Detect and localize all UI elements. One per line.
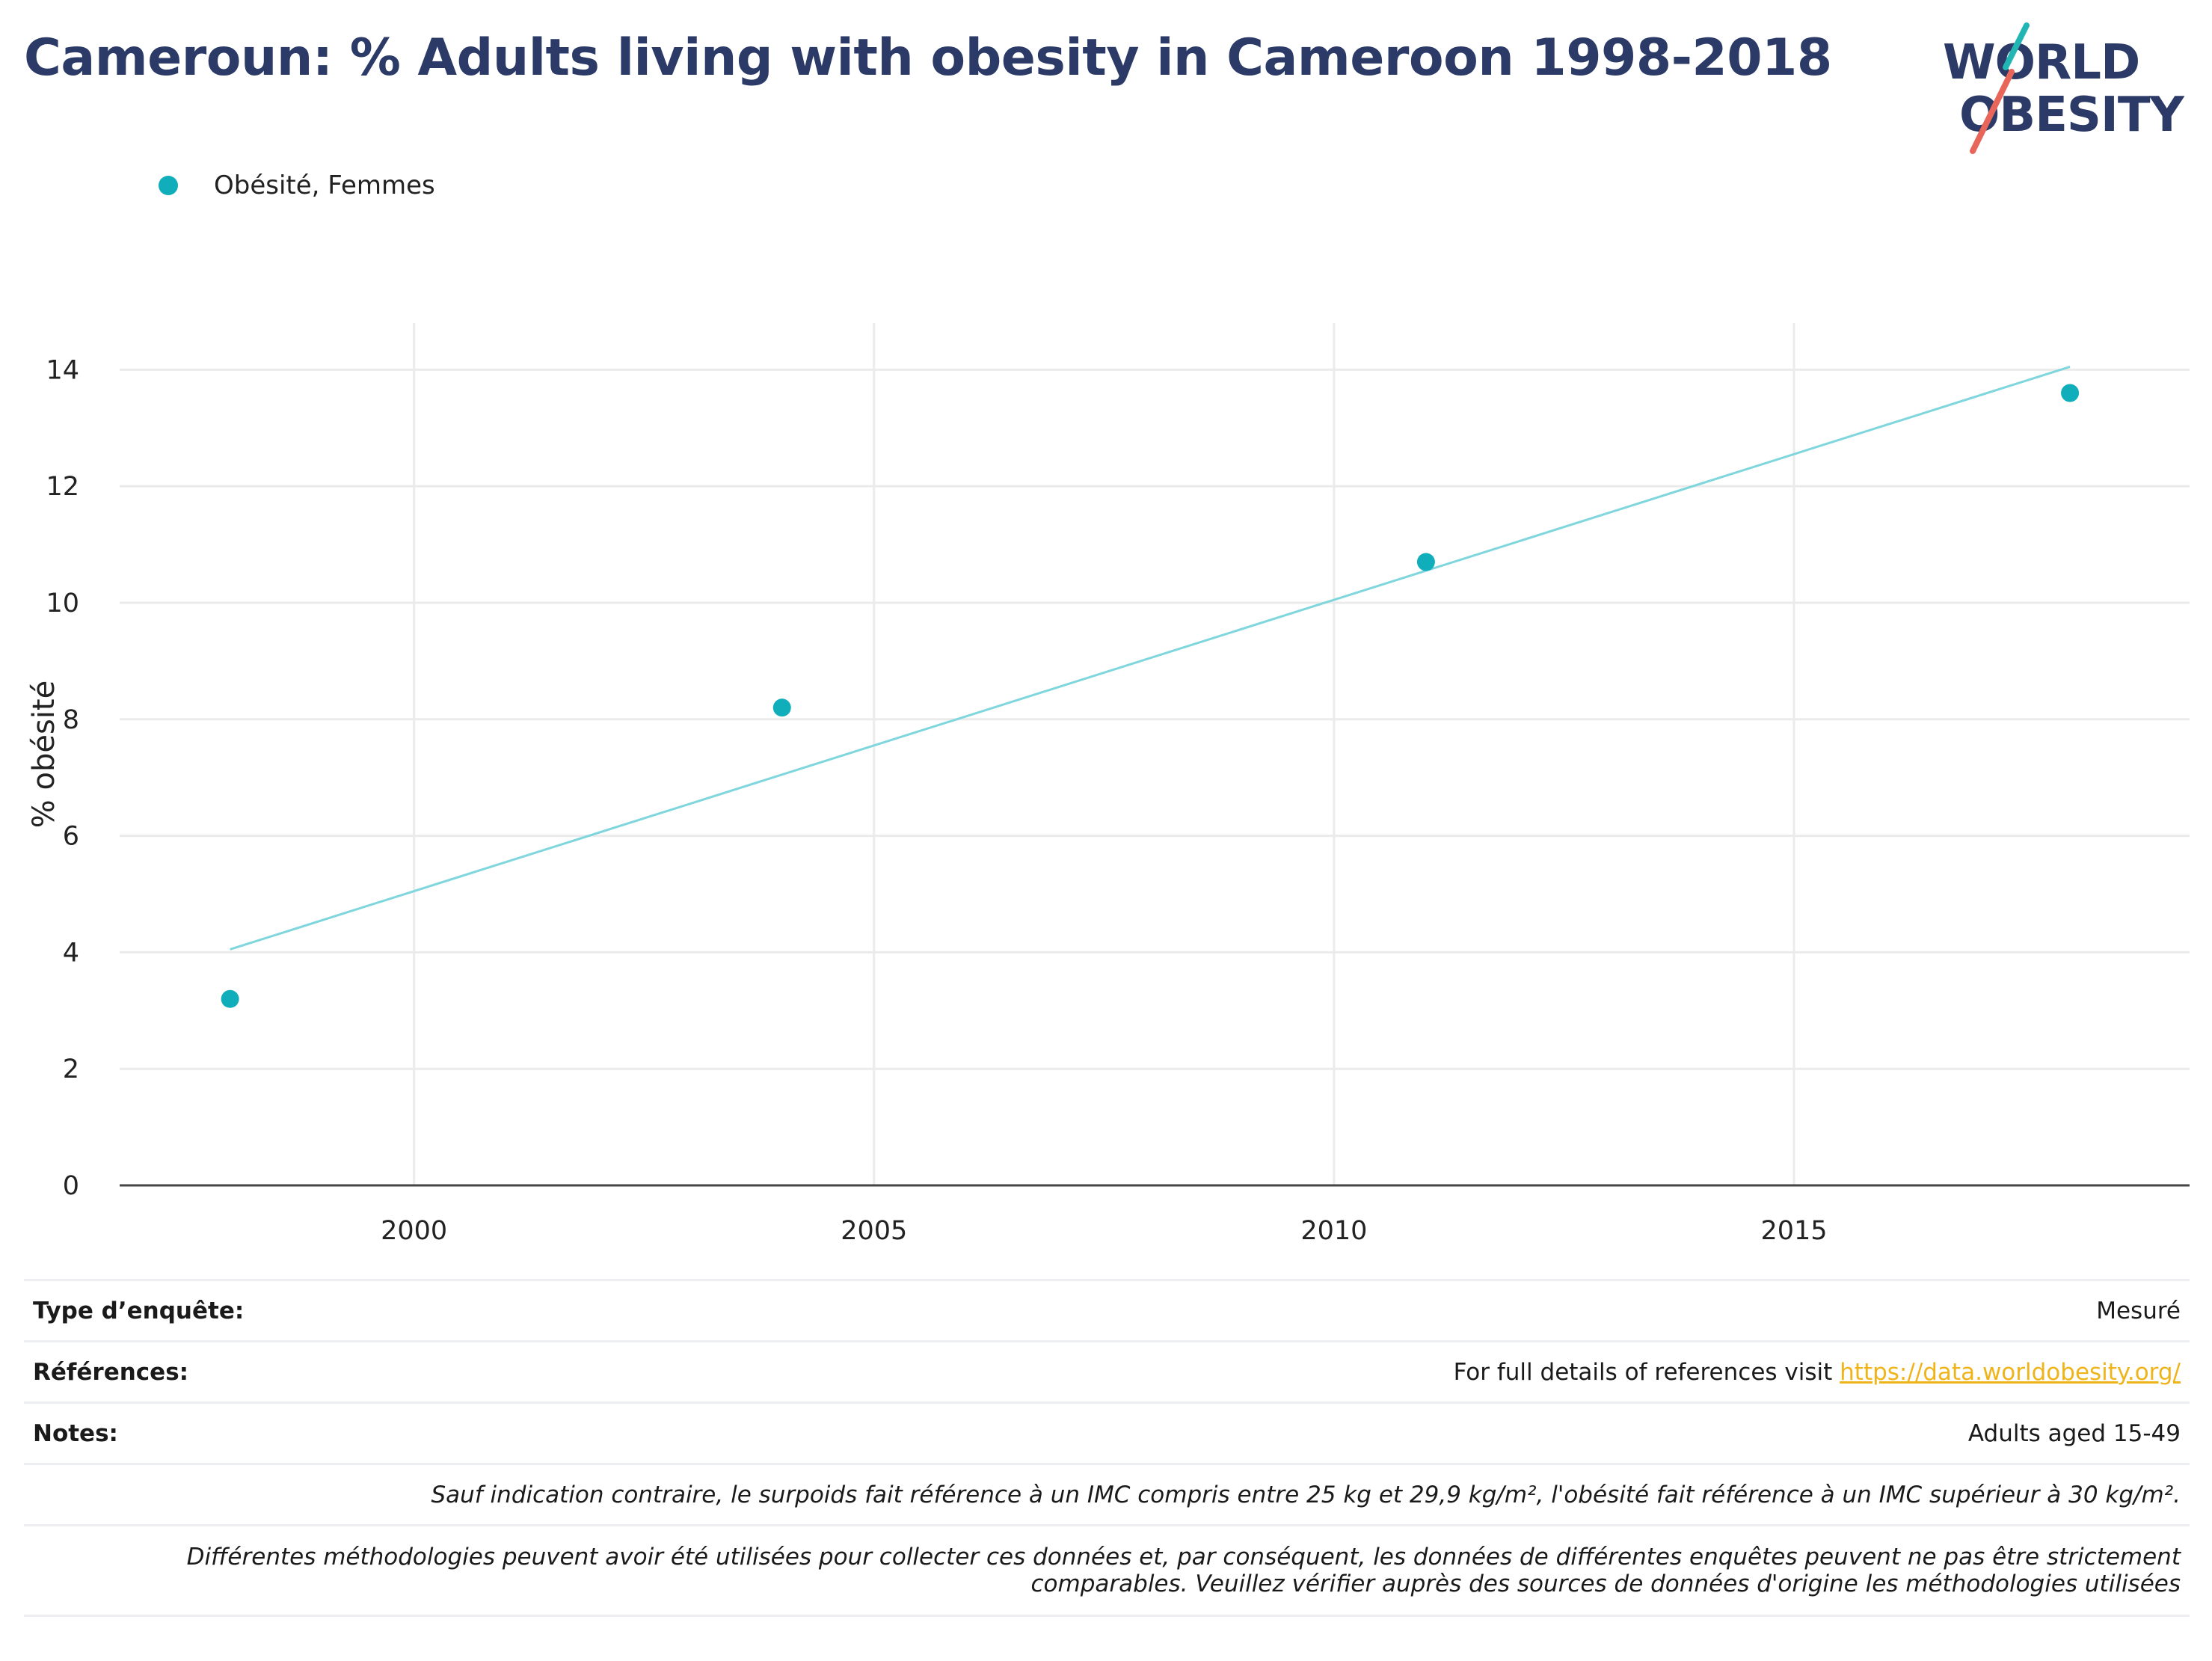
y-tick-label: 8	[63, 705, 79, 735]
logo-text-world: WORLD	[1943, 35, 2140, 90]
y-axis-label: % obésité	[27, 681, 61, 828]
y-tick-label: 4	[63, 938, 79, 968]
x-tick-label: 2005	[841, 1216, 907, 1246]
info-row-survey-type: Type d’enquête: Mesuré	[24, 1279, 2190, 1340]
y-tick-label: 12	[46, 472, 79, 502]
info-row-references: Références: For full details of referenc…	[24, 1340, 2190, 1401]
info-value: For full details of references visit htt…	[1454, 1359, 2181, 1386]
info-key: Type d’enquête:	[33, 1297, 245, 1324]
y-tick-label: 0	[63, 1171, 79, 1201]
methodology-line-2: comparables. Veuillez vérifier auprès de…	[1030, 1571, 2181, 1597]
x-tick-label: 2010	[1300, 1216, 1367, 1246]
references-link[interactable]: https://data.worldobesity.org/	[1840, 1358, 2181, 1386]
info-key: Notes:	[33, 1419, 118, 1447]
chart-legend: Obésité, Femmes	[159, 171, 435, 200]
data-point	[1416, 553, 1435, 571]
methodology-line-1: Différentes méthodologies peuvent avoir …	[186, 1544, 2181, 1571]
x-tick-label: 2015	[1760, 1216, 1827, 1246]
scatter-plot: 0 2 4 6 8 10 12 14 2000 2005 2010 2015 % obésité	[27, 323, 2190, 1246]
data-point	[772, 699, 791, 717]
y-tick-label: 6	[63, 822, 79, 852]
legend-label: Obésité, Femmes	[214, 171, 435, 200]
y-tick-label: 2	[63, 1054, 79, 1084]
info-value: Mesuré	[2096, 1297, 2181, 1324]
y-tick-label: 14	[46, 355, 79, 385]
legend-marker	[159, 176, 178, 195]
info-value: Différentes méthodologies peuvent avoir …	[187, 1544, 2181, 1597]
info-row-notes: Notes: Adults aged 15-49	[24, 1401, 2190, 1463]
y-tick-label: 10	[46, 589, 79, 618]
world-obesity-logo: WORLD OBESITY	[1943, 22, 2190, 157]
logo-slash-icon	[1970, 22, 2030, 154]
info-value: Sauf indication contraire, le surpoids f…	[431, 1481, 2181, 1508]
info-key: Références:	[33, 1358, 189, 1386]
x-tick-label: 2000	[381, 1216, 447, 1246]
references-prefix: For full details of references visit	[1453, 1358, 1840, 1386]
info-value: Adults aged 15-49	[1967, 1419, 2181, 1447]
data-point	[2061, 384, 2080, 402]
chart-title: Cameroun: % Adults living with obesity i…	[24, 28, 1832, 87]
info-table: Type d’enquête: Mesuré Références: For f…	[24, 1279, 2190, 1617]
info-row-definition-note: Sauf indication contraire, le surpoids f…	[24, 1463, 2190, 1524]
info-row-methodology-note: Différentes méthodologies peuvent avoir …	[24, 1524, 2190, 1617]
data-point	[221, 989, 239, 1008]
trend-line	[230, 365, 2071, 951]
